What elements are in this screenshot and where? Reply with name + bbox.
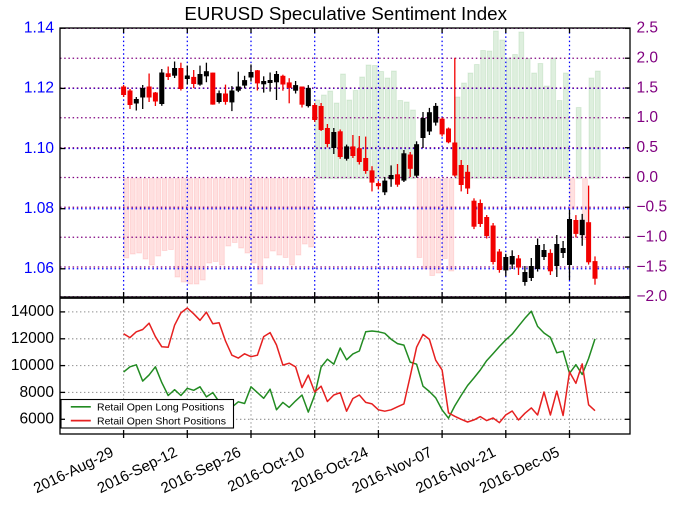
svg-text:6000: 6000 xyxy=(20,411,55,428)
svg-text:1.0: 1.0 xyxy=(637,109,659,126)
svg-text:1.10: 1.10 xyxy=(24,140,55,157)
svg-text:12000: 12000 xyxy=(11,330,54,347)
svg-text:1.06: 1.06 xyxy=(24,260,54,277)
svg-text:14000: 14000 xyxy=(11,303,54,320)
svg-text:−0.5: −0.5 xyxy=(637,199,668,216)
svg-text:−1.5: −1.5 xyxy=(637,258,668,275)
svg-text:−1.0: −1.0 xyxy=(637,229,668,246)
svg-text:1.12: 1.12 xyxy=(24,80,54,97)
svg-text:1.08: 1.08 xyxy=(24,200,54,217)
svg-text:8000: 8000 xyxy=(20,384,55,401)
svg-text:0.0: 0.0 xyxy=(637,169,659,186)
svg-text:−2.0: −2.0 xyxy=(637,288,668,305)
svg-text:EURUSD Speculative Sentiment I: EURUSD Speculative Sentiment Index xyxy=(184,3,507,24)
svg-text:1.14: 1.14 xyxy=(24,20,55,37)
svg-text:0.5: 0.5 xyxy=(637,139,659,156)
svg-text:10000: 10000 xyxy=(11,357,54,374)
svg-text:Retail Open Short Positions: Retail Open Short Positions xyxy=(97,415,226,427)
svg-text:2.5: 2.5 xyxy=(637,20,659,37)
svg-text:2.0: 2.0 xyxy=(637,50,659,67)
svg-text:Retail Open Long Positions: Retail Open Long Positions xyxy=(97,402,224,414)
svg-text:1.5: 1.5 xyxy=(637,79,659,96)
